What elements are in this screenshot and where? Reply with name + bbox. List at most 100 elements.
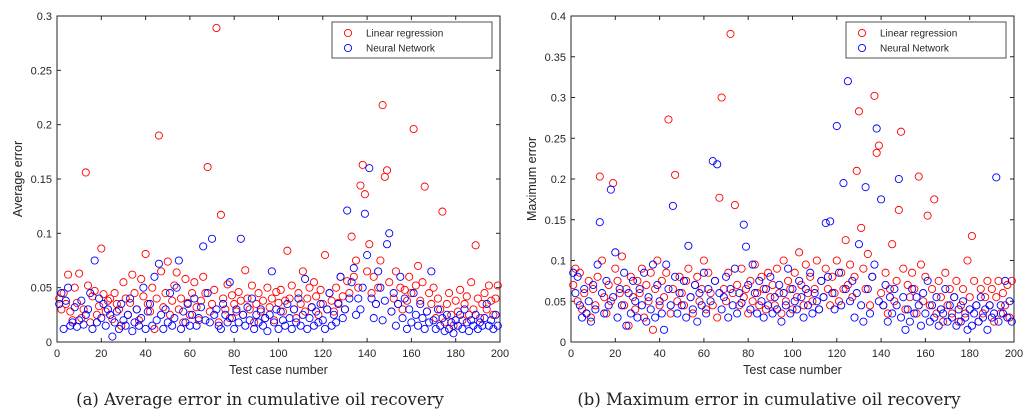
data-point	[320, 324, 330, 334]
y-tick-label: 0.2	[37, 120, 52, 132]
data-point	[786, 309, 795, 318]
data-point	[832, 121, 841, 131]
data-point	[713, 313, 722, 322]
data-point	[987, 284, 996, 294]
data-point	[943, 317, 952, 326]
data-point	[699, 256, 708, 265]
data-point	[985, 301, 994, 310]
data-point	[730, 264, 739, 273]
data-point	[768, 280, 777, 290]
data-point	[792, 293, 801, 302]
data-point	[216, 210, 225, 219]
data-point	[196, 303, 206, 312]
data-point	[119, 278, 128, 287]
data-point	[626, 272, 635, 281]
data-point	[947, 309, 957, 318]
data-point	[354, 294, 363, 303]
data-point	[207, 299, 217, 309]
data-point	[890, 297, 899, 306]
data-point	[345, 289, 354, 298]
data-point	[316, 285, 325, 294]
data-point	[611, 248, 620, 257]
data-point	[737, 264, 746, 273]
data-point	[721, 272, 731, 281]
data-point	[872, 124, 881, 133]
data-point	[828, 289, 837, 298]
data-point	[888, 309, 897, 318]
x-tick-label: 120	[828, 348, 846, 360]
y-tick-label: 0.05	[31, 283, 52, 295]
figure-maximum-error: 0 20 40 60 80 100 120 140 160 180 200 0 0.05 0.1 0.15 0…	[514, 0, 1029, 388]
data-point	[445, 289, 454, 298]
data-point	[757, 272, 766, 281]
data-point	[662, 260, 671, 269]
data-point	[848, 276, 857, 285]
data-point	[846, 260, 855, 269]
data-point	[298, 310, 307, 319]
data-point	[451, 316, 460, 325]
data-point	[613, 313, 622, 322]
data-point	[755, 276, 764, 285]
data-point	[207, 234, 217, 243]
x-tick-label: 120	[314, 348, 332, 360]
data-point	[746, 276, 755, 285]
data-point	[83, 305, 93, 314]
data-point	[810, 284, 819, 294]
legend-marker	[343, 43, 353, 53]
data-point	[174, 256, 183, 265]
data-point	[633, 313, 642, 322]
data-point	[99, 299, 108, 309]
data-point	[651, 284, 660, 294]
data-point	[110, 318, 119, 327]
data-point	[775, 289, 784, 298]
data-point	[772, 305, 782, 314]
data-point	[841, 284, 850, 294]
data-point	[301, 274, 310, 284]
data-point	[170, 314, 179, 323]
data-point	[436, 305, 445, 314]
data-point	[205, 318, 214, 327]
y-tick-label: 0.1	[37, 228, 52, 240]
data-point	[682, 313, 691, 322]
y-tick-label: 0.2	[551, 174, 566, 186]
data-point	[396, 272, 405, 281]
data-point	[671, 170, 680, 179]
data-point	[941, 284, 950, 294]
data-point	[748, 297, 757, 306]
data-point	[400, 294, 409, 303]
data-point	[154, 259, 163, 268]
data-point	[232, 307, 241, 316]
legend-marker	[857, 43, 867, 53]
data-point	[617, 301, 626, 310]
data-point	[272, 287, 281, 297]
data-point	[270, 318, 279, 327]
data-point	[347, 232, 356, 241]
data-point	[604, 280, 613, 290]
data-point	[79, 305, 88, 314]
data-point	[236, 234, 245, 243]
data-point	[305, 314, 314, 323]
data-point	[779, 289, 788, 298]
data-point	[881, 268, 890, 277]
data-point	[141, 324, 150, 334]
data-point	[61, 296, 70, 305]
data-point	[690, 280, 700, 290]
data-point	[482, 305, 491, 314]
data-point	[210, 310, 219, 319]
data-point	[591, 305, 600, 314]
data-point	[786, 284, 795, 294]
data-point	[990, 309, 999, 318]
data-point	[739, 293, 748, 302]
data-point	[363, 267, 372, 276]
data-point	[243, 303, 252, 312]
data-point	[456, 310, 465, 319]
data-point	[617, 252, 626, 261]
data-point	[139, 283, 148, 292]
data-point	[646, 268, 655, 277]
data-point	[770, 301, 779, 310]
y-tick-label: 0.35	[545, 52, 566, 64]
data-point	[188, 310, 197, 319]
x-tick-label: 140	[358, 348, 376, 360]
data-point	[934, 321, 943, 330]
data-point	[234, 318, 243, 327]
